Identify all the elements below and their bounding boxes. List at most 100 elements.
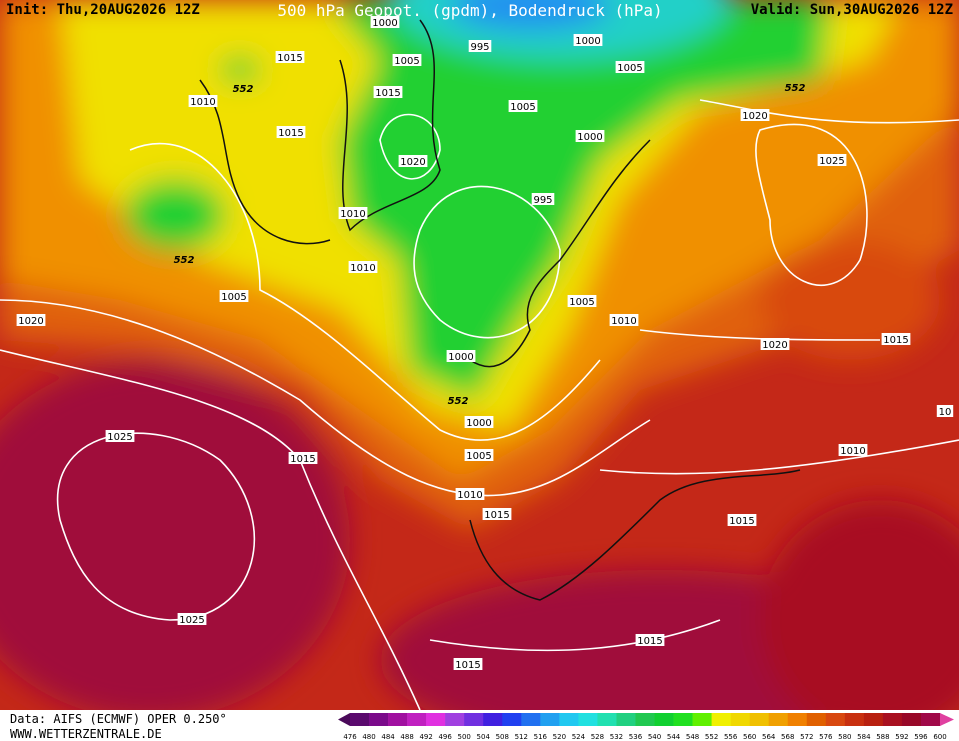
contour-label-box	[177, 613, 207, 625]
contour-label-box	[482, 508, 512, 520]
contour-label: 1010	[190, 97, 215, 108]
contour-label-box	[727, 514, 757, 526]
contour-label-box	[567, 295, 597, 307]
contour-label-box	[276, 126, 306, 138]
scale-label: 492	[419, 733, 432, 741]
scale-label: 580	[838, 733, 851, 741]
contour-label: 1015	[278, 128, 303, 139]
scale-label: 564	[762, 733, 776, 741]
scale-label: 544	[667, 733, 681, 741]
scale-label: 532	[610, 733, 623, 741]
scale-label: 476	[343, 733, 357, 741]
contour-label-box	[219, 290, 249, 302]
scale-cell	[445, 713, 465, 726]
contour-label: 1000	[575, 36, 600, 47]
scale-cell	[369, 713, 389, 726]
scale-label: 496	[438, 733, 452, 741]
scale-label: 584	[857, 733, 871, 741]
contour-label-box	[573, 34, 603, 46]
scale-cell	[768, 713, 789, 726]
contour-labels: 1000 995 1000 1005 1005 1015 552 1010 1015 1015 10…	[16, 16, 954, 671]
contour-label: 1005	[569, 297, 594, 308]
scale-cell	[578, 713, 598, 726]
scale-cell	[711, 713, 731, 726]
contour-label: 1010	[340, 209, 365, 220]
contour-label: 1025	[819, 156, 844, 167]
scale-cell	[635, 713, 655, 726]
scale-label: 572	[800, 733, 813, 741]
scale-arrow	[338, 713, 350, 726]
website: WWW.WETTERZENTRALE.DE	[10, 727, 162, 741]
contour-label-box	[16, 314, 46, 326]
scale-cell	[388, 713, 408, 726]
contour-label: 1020	[18, 316, 43, 327]
contour-label: 995	[470, 42, 489, 53]
contour-label: 1000	[466, 418, 491, 429]
scale-cell	[692, 713, 712, 726]
contour-label-box	[288, 452, 318, 464]
contour-label-box	[464, 416, 494, 428]
contour-label: 1015	[729, 516, 754, 527]
contour-label: 1005	[394, 56, 419, 67]
contour-label-box	[348, 261, 378, 273]
scale-cell	[350, 713, 370, 726]
scale-label: 596	[914, 733, 928, 741]
contour-label-box	[373, 86, 403, 98]
contour-label: 1015	[290, 454, 315, 465]
contour-label: 1005	[466, 451, 491, 462]
scale-cell	[407, 713, 427, 726]
scale-cell	[673, 713, 693, 726]
scale-label: 508	[496, 733, 509, 741]
contour-label-box	[936, 405, 954, 417]
scale-cell	[787, 713, 808, 726]
scale-label: 588	[876, 733, 889, 741]
contour-label-box	[370, 16, 400, 28]
map-title: 500 hPa Geopot. (gpdm), Bodendruck (hPa)	[277, 1, 662, 20]
scale-cell	[540, 713, 560, 726]
contour-label: 1010	[457, 490, 482, 501]
scale-label: 512	[515, 733, 528, 741]
contour-label: 1010	[611, 316, 636, 327]
scale-cell	[920, 713, 941, 726]
scale-cell	[597, 713, 617, 726]
scale-label: 536	[629, 733, 643, 741]
scale-label: 504	[477, 733, 491, 741]
contour-label-box	[446, 350, 476, 362]
scale-cell	[730, 713, 750, 726]
contour-label: 552	[233, 84, 254, 95]
contour-label: 1015	[375, 88, 400, 99]
contour-label-box	[105, 430, 135, 442]
scale-label: 548	[686, 733, 699, 741]
contour-label: 1005	[617, 63, 642, 74]
scale-label: 524	[572, 733, 586, 741]
scale-label: 568	[781, 733, 794, 741]
scale-label: 516	[534, 733, 548, 741]
contour-label: 1020	[762, 340, 787, 351]
contour-label-box	[398, 155, 428, 167]
contour-label: 1020	[742, 111, 767, 122]
contour-label-box	[575, 130, 605, 142]
init-time: Init: Thu,20AUG2026 12Z	[6, 2, 200, 18]
contour-label-box	[817, 154, 847, 166]
scale-label: 520	[553, 733, 566, 741]
contour-label-box	[392, 54, 422, 66]
contour-label: 1015	[455, 660, 480, 671]
contour-label: 1000	[372, 18, 397, 29]
contour-label-box	[881, 333, 911, 345]
scale-cell	[483, 713, 503, 726]
contour-label: 1005	[510, 102, 535, 113]
contour-label-box	[455, 488, 485, 500]
contour-label: 995	[533, 195, 552, 206]
scale-cell	[559, 713, 579, 726]
scale-cell	[863, 713, 884, 726]
contour-label: 1005	[221, 292, 246, 303]
scale-label: 480	[362, 733, 375, 741]
contour-label-box	[468, 40, 492, 52]
scale-cell	[464, 713, 484, 726]
contour-label-box	[275, 51, 305, 63]
scale-cell	[844, 713, 865, 726]
contour-label: 1010	[350, 263, 375, 274]
scale-label: 592	[895, 733, 908, 741]
contour-label: 1010	[840, 446, 865, 457]
